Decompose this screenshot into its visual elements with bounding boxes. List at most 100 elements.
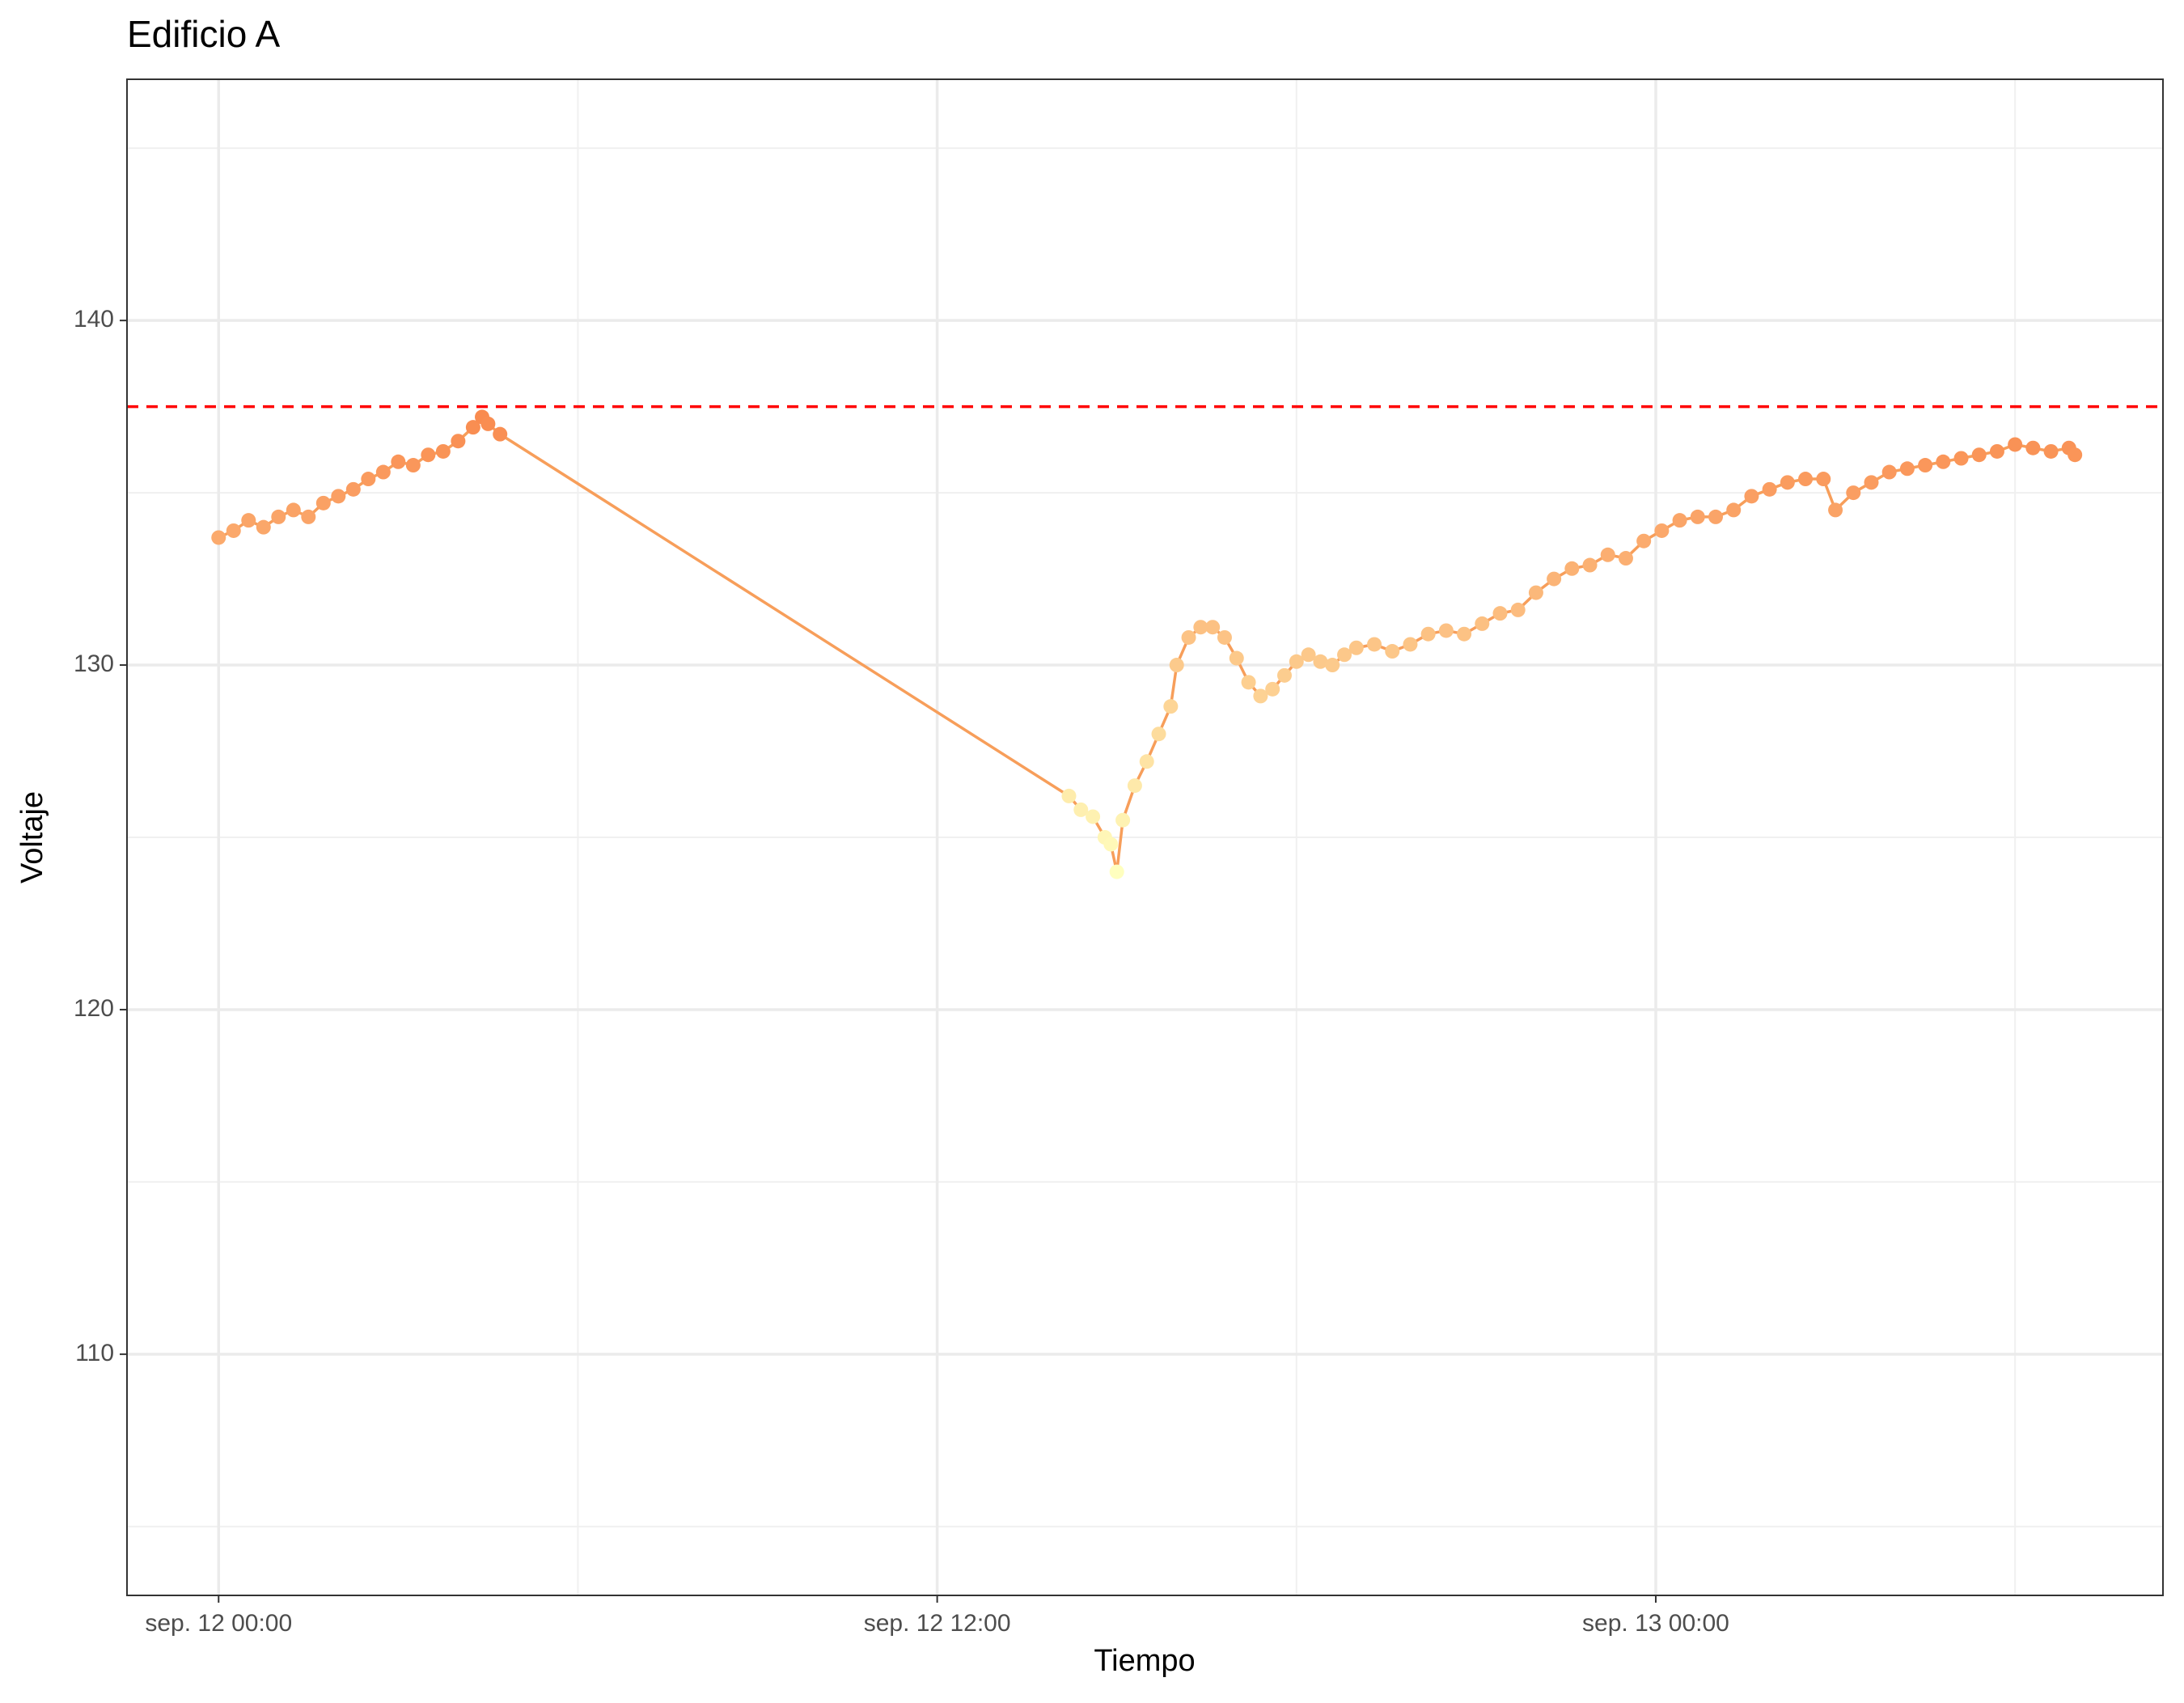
- data-point: [226, 523, 241, 538]
- data-point: [211, 530, 226, 545]
- data-point: [1109, 864, 1124, 879]
- data-point: [1193, 620, 1208, 635]
- data-point: [1864, 475, 1879, 490]
- data-point: [1528, 585, 1543, 600]
- data-point: [1762, 481, 1777, 497]
- data-point: [1139, 754, 1154, 769]
- data-point: [1337, 647, 1352, 663]
- y-tick-label: 110: [75, 1340, 114, 1366]
- data-point: [405, 458, 421, 473]
- data-point: [1163, 699, 1179, 714]
- data-point: [1971, 447, 1987, 463]
- data-point: [1385, 644, 1400, 659]
- data-point: [1672, 513, 1687, 528]
- data-point: [256, 519, 271, 535]
- data-point: [1115, 812, 1131, 828]
- data-point: [1086, 809, 1101, 824]
- data-point: [421, 447, 436, 463]
- data-point: [1420, 626, 1436, 642]
- data-point: [1253, 688, 1268, 704]
- chart-title: Edificio A: [127, 13, 281, 55]
- data-point: [435, 443, 451, 459]
- data-point: [1348, 640, 1364, 655]
- data-point: [375, 464, 391, 480]
- data-point: [1654, 523, 1670, 538]
- data-point: [1313, 654, 1328, 669]
- x-tick-label: sep. 12 00:00: [145, 1610, 292, 1637]
- data-point: [286, 502, 301, 518]
- data-point: [465, 420, 480, 435]
- data-point: [1582, 557, 1598, 573]
- data-point: [1151, 727, 1166, 742]
- data-point: [480, 416, 496, 431]
- data-point: [1726, 502, 1742, 518]
- data-point: [1229, 650, 1244, 666]
- data-point: [241, 513, 256, 528]
- data-point: [2068, 447, 2083, 463]
- data-point: [1169, 658, 1184, 673]
- x-tick-label: sep. 13 00:00: [1582, 1610, 1729, 1637]
- y-tick-label: 120: [74, 995, 114, 1022]
- data-point: [1936, 454, 1951, 469]
- data-point: [391, 454, 406, 469]
- data-point: [1564, 561, 1580, 576]
- data-point: [1265, 681, 1280, 697]
- data-point: [1780, 475, 1795, 490]
- data-point: [331, 489, 346, 504]
- data-point: [1816, 472, 1831, 487]
- data-point: [1618, 551, 1633, 566]
- data-point: [1846, 485, 1861, 501]
- data-point: [1881, 464, 1897, 480]
- data-point: [1492, 606, 1508, 621]
- data-point: [1953, 451, 1969, 466]
- data-point: [1438, 623, 1454, 638]
- data-point: [1127, 778, 1142, 794]
- data-point: [1744, 489, 1759, 504]
- data-point: [1636, 533, 1652, 549]
- data-point: [1475, 616, 1490, 631]
- data-point: [1241, 675, 1256, 690]
- data-point: [451, 434, 466, 449]
- data-point: [493, 426, 508, 442]
- data-point: [2008, 437, 2023, 452]
- data-point: [1600, 547, 1615, 562]
- data-point: [1073, 802, 1089, 817]
- data-point: [1301, 647, 1316, 663]
- data-point: [1325, 658, 1340, 673]
- data-point: [1899, 461, 1915, 477]
- y-tick-label: 130: [74, 650, 114, 677]
- data-point: [1690, 509, 1705, 524]
- data-point: [315, 495, 331, 510]
- marks: [127, 405, 2163, 879]
- data-point: [1276, 667, 1292, 683]
- data-point: [1708, 509, 1724, 524]
- data-point: [345, 481, 361, 497]
- data-point: [2043, 443, 2059, 459]
- data-point: [271, 509, 286, 524]
- data-point: [1103, 837, 1119, 852]
- data-point: [1457, 626, 1472, 642]
- data-point: [1828, 502, 1843, 518]
- data-point: [1217, 629, 1232, 645]
- panel-border: [126, 78, 2164, 1596]
- y-tick-label: 140: [74, 306, 114, 333]
- data-point: [2025, 440, 2041, 455]
- x-axis-label: Tiempo: [1094, 1644, 1195, 1678]
- data-point: [1205, 620, 1221, 635]
- data-point: [361, 472, 376, 487]
- data-point: [1181, 629, 1196, 645]
- data-point: [1798, 472, 1814, 487]
- data-point: [1061, 788, 1077, 803]
- data-point: [1918, 458, 1933, 473]
- data-point: [1403, 637, 1418, 652]
- data-point: [1989, 443, 2004, 459]
- data-point: [301, 509, 316, 524]
- x-tick-label: sep. 12 12:00: [864, 1610, 1011, 1637]
- data-point: [1510, 602, 1526, 617]
- data-point: [1367, 637, 1382, 652]
- grid: [127, 79, 2163, 1595]
- data-point: [1289, 654, 1304, 669]
- data-point: [1547, 571, 1562, 587]
